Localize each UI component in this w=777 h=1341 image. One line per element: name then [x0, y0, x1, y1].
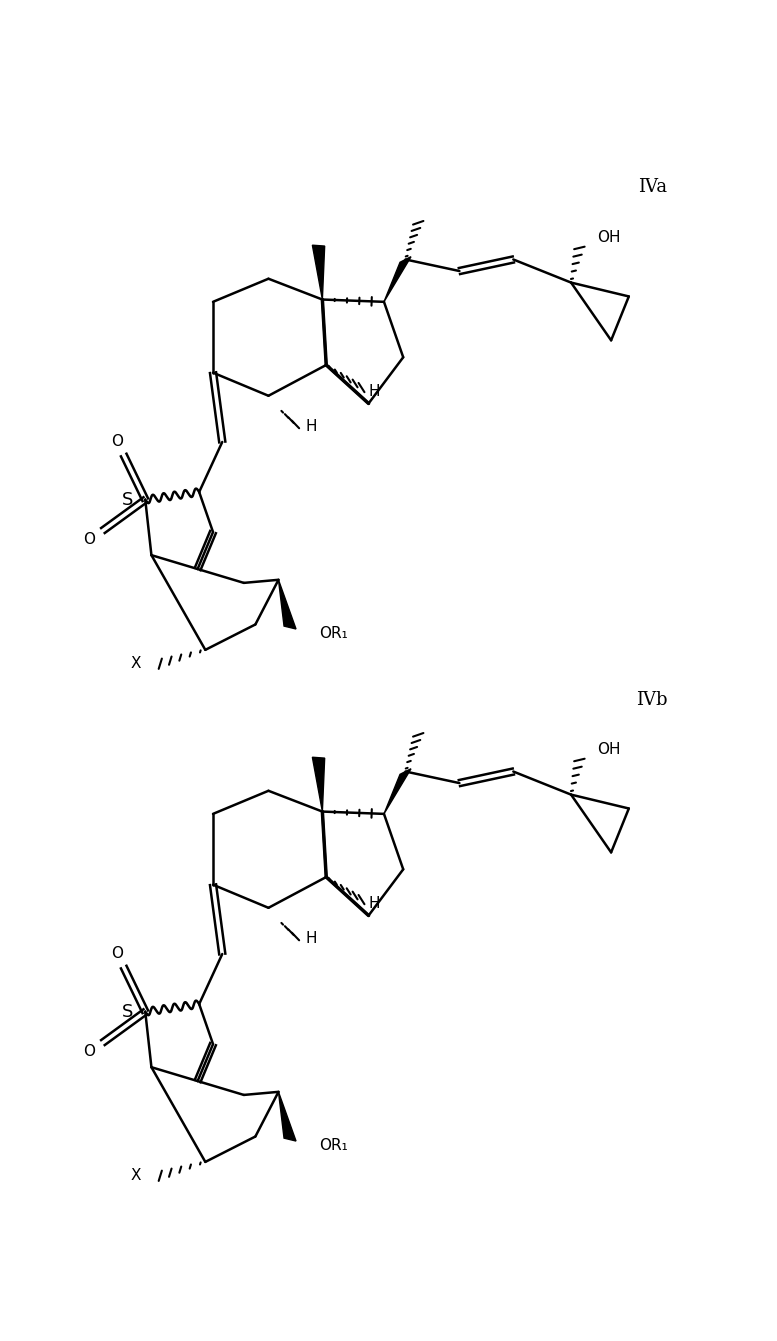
Text: OR₁: OR₁ — [319, 1139, 348, 1153]
Text: H: H — [306, 420, 317, 434]
Polygon shape — [384, 256, 411, 302]
Polygon shape — [312, 758, 325, 811]
Text: OH: OH — [598, 743, 621, 758]
Text: O: O — [83, 1045, 95, 1059]
Text: IVb: IVb — [636, 691, 667, 708]
Text: X: X — [131, 656, 141, 672]
Polygon shape — [312, 245, 325, 299]
Text: S: S — [121, 491, 133, 508]
Text: S: S — [121, 1003, 133, 1021]
Text: O: O — [112, 945, 124, 960]
Text: O: O — [83, 532, 95, 547]
Text: H: H — [368, 896, 380, 911]
Polygon shape — [384, 768, 411, 814]
Text: IVa: IVa — [638, 178, 667, 196]
Polygon shape — [278, 579, 296, 629]
Text: OR₁: OR₁ — [319, 626, 348, 641]
Text: O: O — [112, 433, 124, 449]
Text: X: X — [131, 1168, 141, 1183]
Polygon shape — [278, 1092, 296, 1141]
Text: H: H — [368, 384, 380, 398]
Text: OH: OH — [598, 231, 621, 245]
Text: H: H — [306, 931, 317, 947]
